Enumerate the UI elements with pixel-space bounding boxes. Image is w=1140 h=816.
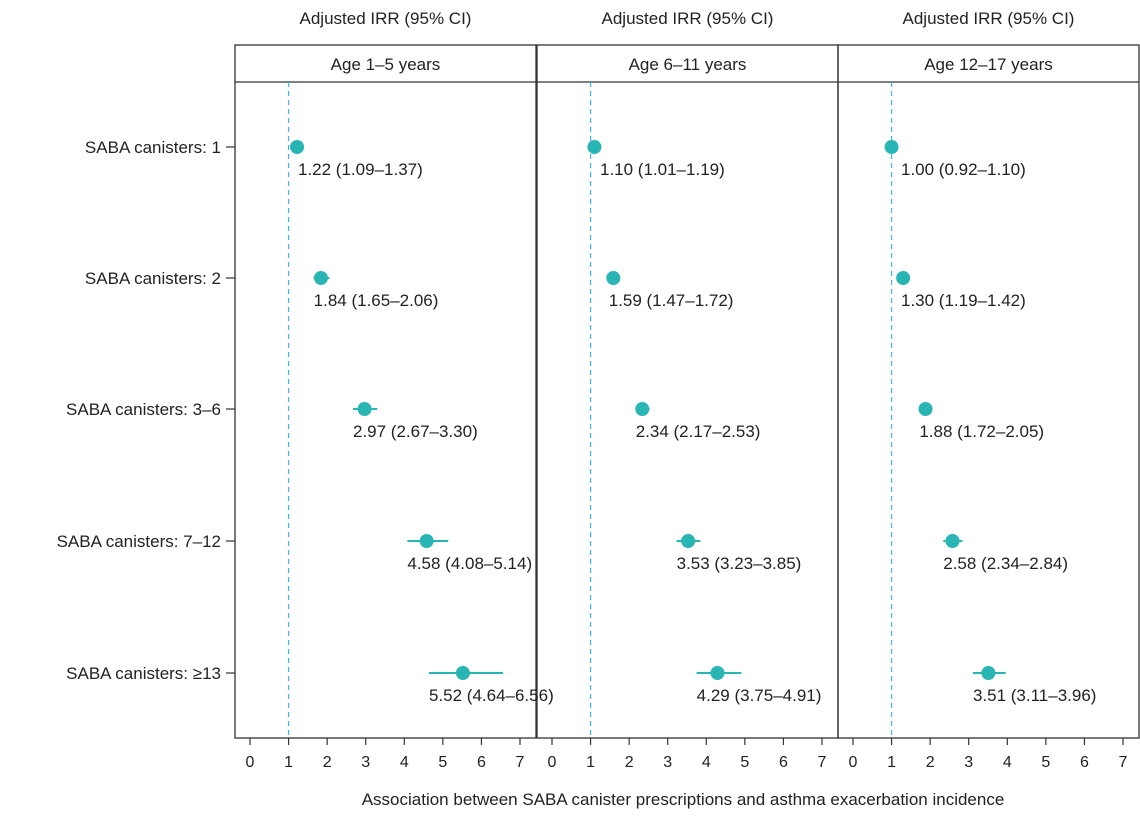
irr-point xyxy=(945,534,960,548)
irr-point xyxy=(896,271,911,285)
irr-point xyxy=(313,271,328,285)
panel-title: Age 1–5 years xyxy=(331,55,441,74)
x-tick-label: 0 xyxy=(548,754,557,771)
row-label: SABA canisters: 2 xyxy=(85,269,221,288)
data-marks: 1.22 (1.09–1.37) 1.84 (1.65–2.06) 2.97 (2.… xyxy=(290,140,1096,705)
irr-label: 5.52 (4.64–6.56) xyxy=(429,686,554,705)
x-tick-label: 6 xyxy=(477,754,486,771)
irr-point xyxy=(357,402,372,416)
irr-point xyxy=(587,140,602,154)
irr-label: 2.34 (2.17–2.53) xyxy=(636,422,761,441)
panel-frame xyxy=(234,44,537,739)
column-header: Adjusted IRR (95% CI) xyxy=(903,9,1075,28)
panel-frame xyxy=(837,44,1140,739)
irr-point xyxy=(681,534,696,548)
x-tick-label: 2 xyxy=(625,754,634,771)
x-tick-label: 6 xyxy=(1080,754,1089,771)
x-tick-label: 3 xyxy=(361,754,370,771)
x-tick-label: 7 xyxy=(1119,754,1128,771)
x-tick-label: 5 xyxy=(438,754,447,771)
x-tick-label: 5 xyxy=(1041,754,1050,771)
irr-point xyxy=(455,666,470,680)
column-header: Adjusted IRR (95% CI) xyxy=(300,9,472,28)
irr-label: 1.10 (1.01–1.19) xyxy=(600,160,725,179)
irr-label: 4.58 (4.08–5.14) xyxy=(407,554,532,573)
x-tick-label: 7 xyxy=(818,754,827,771)
irr-point xyxy=(981,666,996,680)
x-tick-label: 0 xyxy=(849,754,858,771)
irr-label: 1.88 (1.72–2.05) xyxy=(919,422,1044,441)
irr-label: 1.22 (1.09–1.37) xyxy=(298,160,423,179)
irr-point xyxy=(419,534,434,548)
reference-lines xyxy=(287,82,893,738)
irr-label: 1.00 (0.92–1.10) xyxy=(901,160,1026,179)
x-tick-label: 0 xyxy=(246,754,255,771)
row-labels: SABA canisters: 1 SABA canisters: 2 SABA c… xyxy=(57,138,235,683)
irr-label: 1.59 (1.47–1.72) xyxy=(609,291,734,310)
irr-label: 4.29 (3.75–4.91) xyxy=(697,686,822,705)
x-tick-label: 2 xyxy=(323,754,332,771)
x-tick-label: 1 xyxy=(586,754,595,771)
irr-point xyxy=(918,402,933,416)
x-tick-label: 2 xyxy=(926,754,935,771)
x-axis: 0 1 2 3 4 5 6 7 0 1 2 3 4 5 6 7 0 1 2 3 4 5 6 7 xyxy=(246,738,1128,771)
irr-point xyxy=(606,271,621,285)
x-axis-title: Association between SABA canister prescr… xyxy=(362,790,1005,809)
panel-frames: Adjusted IRR (95% CI) Age 1–5 years Adjust… xyxy=(234,9,1140,739)
row-label: SABA canisters: 3–6 xyxy=(66,400,221,419)
irr-label: 1.30 (1.19–1.42) xyxy=(901,291,1026,310)
panel-frame xyxy=(536,44,839,739)
irr-point xyxy=(290,140,305,154)
irr-label: 2.58 (2.34–2.84) xyxy=(943,554,1068,573)
irr-point xyxy=(884,140,899,154)
irr-label: 2.97 (2.67–3.30) xyxy=(353,422,478,441)
x-tick-label: 1 xyxy=(887,754,896,771)
x-tick-label: 4 xyxy=(702,754,711,771)
x-tick-label: 5 xyxy=(740,754,749,771)
row-label: SABA canisters: 7–12 xyxy=(57,532,221,551)
column-header: Adjusted IRR (95% CI) xyxy=(602,9,774,28)
irr-point xyxy=(710,666,725,680)
panel-title: Age 6–11 years xyxy=(629,55,747,74)
x-tick-label: 1 xyxy=(284,754,293,771)
x-tick-label: 3 xyxy=(663,754,672,771)
irr-label: 3.53 (3.23–3.85) xyxy=(677,554,802,573)
x-tick-label: 6 xyxy=(779,754,788,771)
x-tick-label: 4 xyxy=(400,754,409,771)
row-label: SABA canisters: 1 xyxy=(85,138,221,157)
irr-label: 3.51 (3.11–3.96) xyxy=(973,686,1097,705)
irr-label: 1.84 (1.65–2.06) xyxy=(314,291,439,310)
irr-point xyxy=(635,402,650,416)
x-tick-label: 7 xyxy=(516,754,525,771)
x-tick-label: 4 xyxy=(1003,754,1012,771)
panel-title: Age 12–17 years xyxy=(924,55,1053,74)
x-tick-label: 3 xyxy=(964,754,973,771)
row-label: SABA canisters: ≥13 xyxy=(66,664,221,683)
